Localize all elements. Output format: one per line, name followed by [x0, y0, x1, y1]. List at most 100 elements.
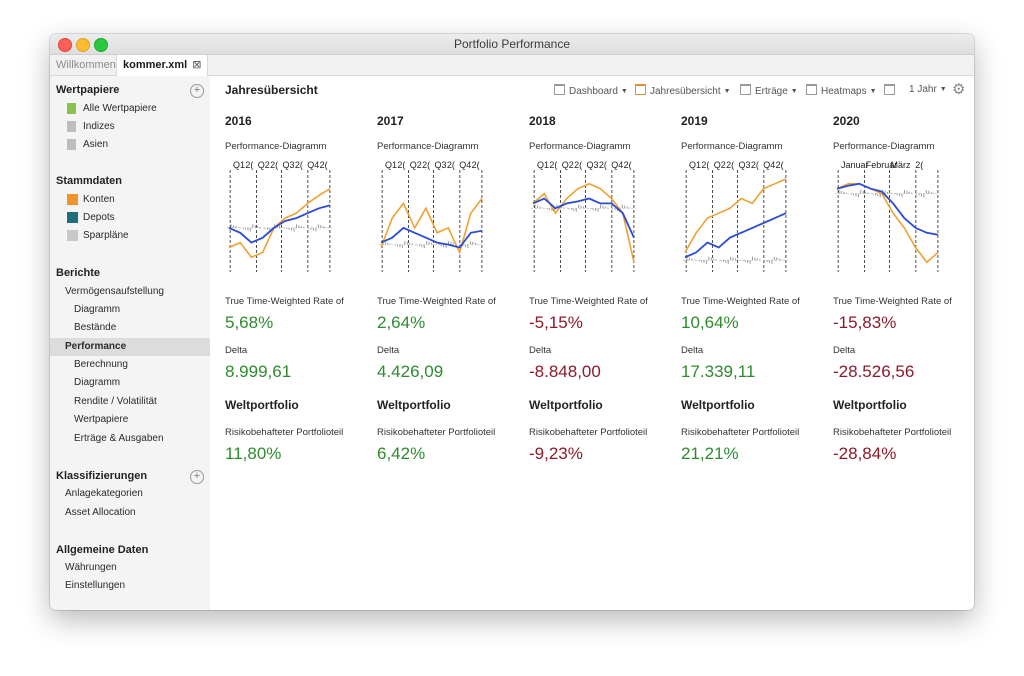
- ertraege-dropdown[interactable]: Erträge ▼: [740, 84, 798, 97]
- dashboard-dropdown[interactable]: Dashboard ▼: [554, 84, 628, 97]
- risk-value: 21,21%: [681, 444, 739, 463]
- performance-chart-label: Performance-Diagramm: [377, 141, 479, 152]
- delta-value: -8.848,00: [529, 362, 601, 381]
- file-green-icon: [67, 103, 76, 114]
- sidebar-item-einstellungen[interactable]: Einstellungen: [65, 580, 126, 591]
- delta-label: Delta: [377, 345, 400, 356]
- app-window: Portfolio Performance Willkommen kommer.…: [50, 34, 974, 610]
- period-marker: Q2: [410, 160, 422, 170]
- sidebar-item-konten[interactable]: Konten: [83, 194, 115, 205]
- period-marker: 2(: [447, 160, 455, 170]
- section-allgemeine-daten: Allgemeine Daten: [56, 544, 149, 556]
- weltportfolio-heading: Weltportfolio: [225, 398, 299, 412]
- risk-label: Risikobehafteter Portfolioteil: [833, 427, 952, 438]
- ttwror-value: 2,64%: [377, 313, 426, 332]
- close-tab-icon[interactable]: ⊠: [192, 59, 202, 71]
- dashboard-icon: [554, 84, 565, 95]
- sidebar-item-berechnung[interactable]: Berechnung: [74, 359, 128, 370]
- year-column-2016: 2016 Performance-Diagramm Q1 2(Q2 2(Q3 2(Q4…: [225, 114, 375, 514]
- portfolio-line: [684, 212, 787, 259]
- delta-value: -28.526,56: [833, 362, 915, 381]
- add-security-icon[interactable]: +: [190, 84, 204, 98]
- title-bar: Portfolio Performance: [50, 34, 974, 55]
- year-heading: 2020: [833, 114, 860, 128]
- period-marker: 2(: [422, 160, 430, 170]
- close-window-button[interactable]: [58, 38, 72, 52]
- depots-icon: [67, 212, 78, 223]
- year-column-2017: 2017 Performance-Diagramm Q1 2(Q2 2(Q3 2(Q4…: [377, 114, 527, 514]
- ttwror-label: True Time-Weighted Rate of: [833, 296, 952, 307]
- delta-label: Delta: [833, 345, 856, 356]
- sidebar-item-ertraege-ausgaben[interactable]: Erträge & Ausgaben: [74, 433, 164, 444]
- sidebar-item-asset-allocation[interactable]: Asset Allocation: [65, 507, 136, 518]
- performance-chart-2018[interactable]: Q1 2(Q2 2(Q3 2(Q4 2(: [529, 158, 644, 276]
- ttwror-label: True Time-Weighted Rate of: [681, 296, 800, 307]
- sidebar-item-bestaende[interactable]: Bestände: [74, 322, 117, 333]
- ttwror-label: True Time-Weighted Rate of: [377, 296, 496, 307]
- performance-chart-label: Performance-Diagramm: [225, 141, 327, 152]
- tab-bar: Willkommen kommer.xml ⊠: [50, 55, 974, 76]
- portfolio-line: [836, 182, 939, 236]
- page-title: Jahresübersicht: [225, 83, 318, 97]
- tab-kommer-xml[interactable]: kommer.xml ⊠: [116, 55, 209, 76]
- delta-value: 17.339,11: [681, 362, 756, 381]
- sidebar-item-diagramm[interactable]: Diagramm: [74, 304, 121, 315]
- risk-label: Risikobehafteter Portfolioteil: [681, 427, 800, 438]
- sidebar-item-diagramm-2[interactable]: Diagramm: [74, 377, 121, 388]
- benchmark-line: [380, 198, 483, 255]
- period-marker: 2(: [915, 160, 923, 170]
- maximize-window-button[interactable]: [94, 38, 108, 52]
- portfolio-line: [532, 197, 635, 239]
- year-column-2018: 2018 Performance-Diagramm Q1 2(Q2 2(Q3 2(Q4…: [529, 114, 679, 514]
- section-klassifizierungen: Klassifizierungen: [56, 470, 148, 482]
- risk-label: Risikobehafteter Portfolioteil: [377, 427, 496, 438]
- period-dropdown[interactable]: 1 Jahr ▼: [909, 84, 947, 95]
- period-marker: Q4: [307, 160, 319, 170]
- delta-value: 8.999,61: [225, 362, 292, 381]
- tab-welcome[interactable]: Willkommen: [56, 59, 116, 71]
- benchmark-line: [684, 178, 787, 253]
- period-marker: März: [891, 160, 911, 170]
- period-marker: Q4: [763, 160, 775, 170]
- risk-value: -28,84%: [833, 444, 897, 463]
- gear-icon[interactable]: ⚙: [952, 81, 966, 98]
- jahresuebersicht-dropdown[interactable]: Jahresübersicht ▼: [635, 84, 731, 97]
- sidebar-item-performance[interactable]: Performance: [65, 341, 127, 352]
- new-view-icon: [884, 84, 895, 95]
- sidebar-item-wertpapiere[interactable]: Wertpapiere: [74, 414, 129, 425]
- sidebar-item-vermoegensaufstellung[interactable]: Vermögensaufstellung: [65, 286, 164, 297]
- portfolio-line: [380, 226, 483, 249]
- performance-chart-label: Performance-Diagramm: [681, 141, 783, 152]
- heatmaps-dropdown[interactable]: Heatmaps ▼: [806, 84, 877, 97]
- period-marker: 2(: [599, 160, 607, 170]
- new-view-button[interactable]: [884, 84, 899, 97]
- performance-chart-2017[interactable]: Q1 2(Q2 2(Q3 2(Q4 2(: [377, 158, 492, 276]
- period-marker: Q2: [258, 160, 270, 170]
- delta-label: Delta: [529, 345, 552, 356]
- sidebar-item-anlagekategorien[interactable]: Anlagekategorien: [65, 488, 143, 499]
- risk-value: 6,42%: [377, 444, 426, 463]
- section-berichte: Berichte: [56, 267, 101, 279]
- add-classification-icon[interactable]: +: [190, 470, 204, 484]
- risk-label: Risikobehafteter Portfolioteil: [225, 427, 344, 438]
- file-grey-icon: [67, 121, 76, 132]
- ttwror-value: -15,83%: [833, 313, 897, 332]
- year-column-2020: 2020 Performance-Diagramm Januar Februar M…: [833, 114, 974, 514]
- performance-chart-2019[interactable]: Q1 2(Q2 2(Q3 2(Q4 2(: [681, 158, 796, 276]
- period-marker: Q4: [611, 160, 623, 170]
- period-marker: Q1: [537, 160, 549, 170]
- sidebar-item-waehrungen[interactable]: Währungen: [65, 562, 117, 573]
- sidebar-item-asien[interactable]: Asien: [83, 139, 109, 150]
- sidebar-item-rendite-volatilitaet[interactable]: Rendite / Volatilität: [74, 396, 157, 407]
- sidebar-item-indizes[interactable]: Indizes: [83, 121, 115, 132]
- sidebar-item-depots[interactable]: Depots: [83, 212, 115, 223]
- period-marker: 2(: [245, 160, 253, 170]
- weltportfolio-heading: Weltportfolio: [833, 398, 907, 412]
- performance-chart-2016[interactable]: Q1 2(Q2 2(Q3 2(Q4 2(: [225, 158, 340, 276]
- minimize-window-button[interactable]: [76, 38, 90, 52]
- sidebar-item-alle-wertpapiere[interactable]: Alle Wertpapiere: [83, 103, 157, 114]
- sidebar-item-sparplaene[interactable]: Sparpläne: [83, 230, 129, 241]
- period-marker: Q1: [385, 160, 397, 170]
- risk-label: Risikobehafteter Portfolioteil: [529, 427, 648, 438]
